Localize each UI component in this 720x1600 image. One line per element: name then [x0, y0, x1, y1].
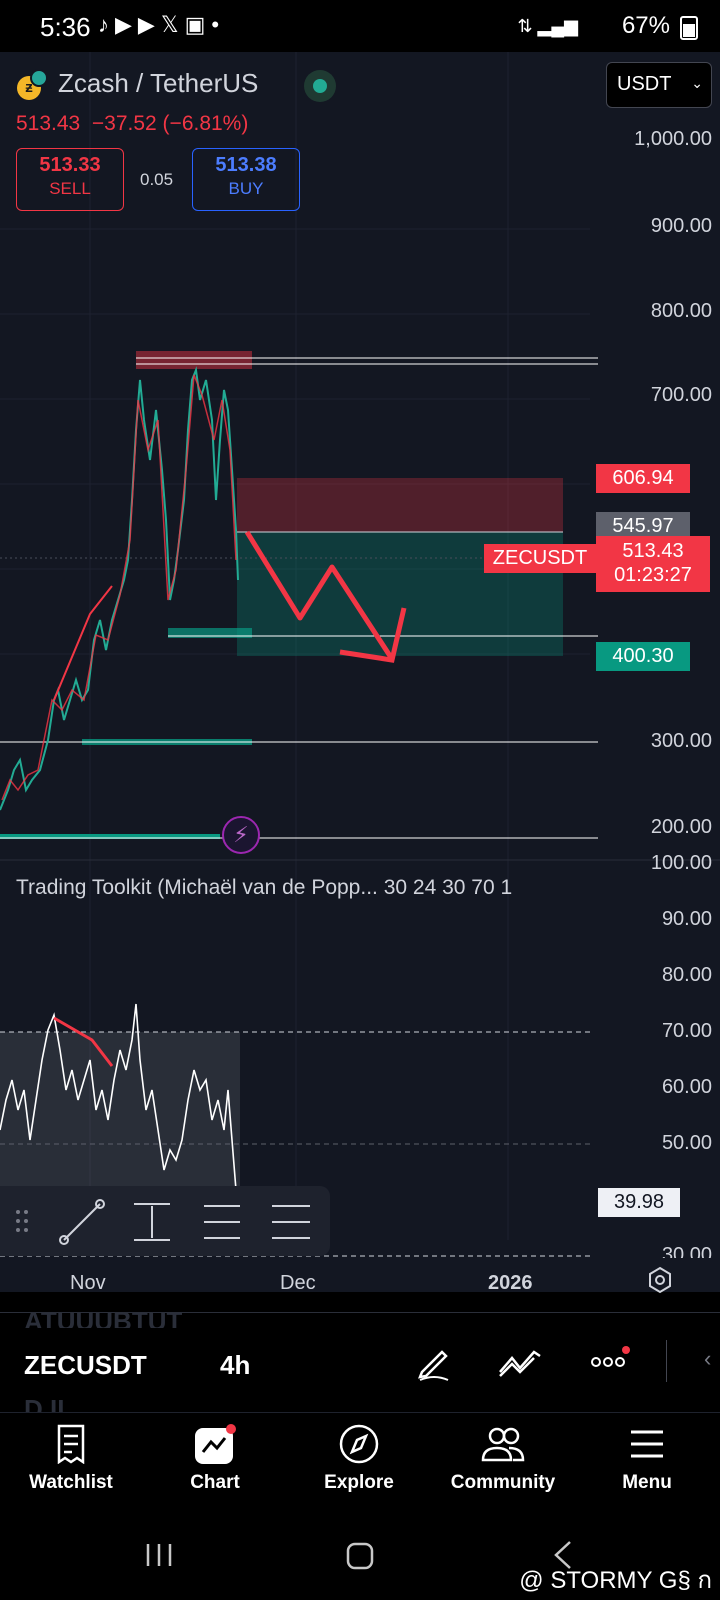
last-price: 513.43: [16, 112, 81, 135]
currency-value: USDT: [617, 73, 672, 95]
community-icon: [481, 1427, 525, 1462]
ticker-tag: ZECUSDT: [484, 544, 596, 573]
market-open-icon: [304, 70, 336, 102]
current-price: 513.43: [622, 540, 684, 562]
trend-line-tool[interactable]: [52, 1196, 106, 1246]
indicator-axis-label: 80.00: [661, 964, 712, 986]
fib-retracement-tool[interactable]: [196, 1196, 250, 1246]
recent-apps-icon[interactable]: [144, 1540, 174, 1570]
indicator-axis-label: 30.00: [661, 1244, 712, 1258]
nav-explore[interactable]: Explore: [294, 1424, 424, 1494]
spread-value: 0.05: [140, 170, 174, 189]
compass-icon: [339, 1424, 379, 1464]
home-icon[interactable]: [346, 1542, 374, 1570]
nav-menu[interactable]: Menu: [582, 1424, 712, 1494]
chevron-down-icon: ⌄: [691, 75, 703, 91]
nav-watchlist[interactable]: Watchlist: [6, 1424, 136, 1494]
buy-button[interactable]: 513.38 BUY: [192, 148, 300, 211]
symbol-title[interactable]: Zcash / TetherUS: [58, 68, 259, 98]
indicator-axis-label: 50.00: [661, 1132, 712, 1154]
nav-community[interactable]: Community: [438, 1424, 568, 1494]
time-axis-label: Nov: [70, 1272, 106, 1294]
time-axis-label: Dec: [280, 1272, 316, 1294]
sell-label: SELL: [49, 179, 91, 198]
chevron-left-icon[interactable]: ‹: [704, 1346, 712, 1371]
indicator-axis-label: 70.00: [661, 1020, 712, 1042]
indicator-axis-label: 60.00: [661, 1076, 712, 1098]
battery-percent: 67%: [621, 12, 670, 39]
price-axis-label: 900.00: [650, 215, 712, 237]
price-axis-label: 200.00: [650, 816, 712, 838]
price-chart[interactable]: [0, 52, 720, 1292]
battery-icon: [680, 16, 698, 40]
bar-countdown: 01:23:27: [614, 564, 692, 586]
currency-select[interactable]: USDT ⌄: [606, 62, 712, 108]
ghost-text: D.II: [24, 1394, 65, 1412]
nav-label: Chart: [190, 1472, 240, 1493]
watermark: @ STORMY G§ ก: [519, 1567, 712, 1594]
current-price-tag: 513.43 01:23:27: [596, 536, 710, 592]
chart-area[interactable]: ƶ Zcash / TetherUS 513.43 −37.52 (−6.81%…: [0, 52, 720, 1294]
panel-interval[interactable]: 4h: [220, 1350, 251, 1380]
tether-logo-icon: [30, 69, 48, 87]
bottom-nav: [0, 1412, 720, 1516]
nav-label: Community: [450, 1472, 556, 1493]
supply-zone: [136, 351, 252, 369]
price-axis-label: 800.00: [650, 300, 712, 322]
price-range-tool[interactable]: [126, 1196, 180, 1246]
chart-icon: [195, 1424, 236, 1464]
drawing-toolbar: [0, 1186, 330, 1256]
nav-label: Watchlist: [29, 1472, 113, 1493]
sell-price: 513.33: [39, 154, 101, 176]
price-change: −37.52 (−6.81%): [91, 112, 249, 135]
sell-button[interactable]: 513.33 SELL: [16, 148, 124, 211]
target-price-tag: 400.30: [596, 642, 690, 671]
indicators-icon[interactable]: [498, 1342, 542, 1382]
price-axis-label: 700.00: [650, 384, 712, 406]
price-axis-label: 300.00: [650, 730, 712, 752]
status-time: 5:36: [40, 12, 91, 42]
price-change-line: 513.43 −37.52 (−6.81%): [16, 112, 248, 136]
watchlist-icon: [57, 1424, 85, 1464]
indicator-axis-label: 100.00: [650, 852, 712, 874]
indicator-value-tag: 39.98: [598, 1188, 680, 1217]
system-nav-bar: [0, 1516, 720, 1600]
back-icon[interactable]: [552, 1540, 574, 1570]
nav-chart[interactable]: Chart: [150, 1424, 280, 1494]
stop-zone: [237, 478, 563, 532]
nav-label: Menu: [622, 1472, 672, 1493]
stop-price-tag: 606.94: [596, 464, 690, 493]
nav-label: Explore: [324, 1472, 394, 1493]
indicator-title[interactable]: Trading Toolkit (Michaël van de Popp... …: [16, 876, 513, 899]
signal-icon: ⇅ ▂▄▆: [517, 16, 578, 36]
time-axis-label: 2026: [488, 1272, 533, 1294]
ghost-text: ATUUUBTUT: [24, 1306, 183, 1328]
more-options-icon[interactable]: [590, 1346, 630, 1376]
divider: [666, 1340, 667, 1382]
indicator-axis-label: 90.00: [661, 908, 712, 930]
buy-price: 513.38: [215, 154, 277, 176]
panel-symbol[interactable]: ZECUSDT: [24, 1350, 147, 1380]
status-bar: 5:36 ♪▶▶𝕏▣• ⇅ ▂▄▆ 67%: [0, 0, 720, 52]
chart-settings-icon[interactable]: [646, 1266, 674, 1294]
parallel-channel-tool[interactable]: [264, 1196, 318, 1246]
price-axis-label: 1,000.00: [634, 128, 712, 150]
draw-pencil-icon[interactable]: [414, 1342, 454, 1382]
notification-icons: ♪▶▶𝕏▣•: [98, 12, 226, 37]
menu-icon: [631, 1430, 663, 1458]
lightning-icon[interactable]: ⚡: [222, 816, 260, 854]
buy-label: BUY: [228, 179, 264, 198]
